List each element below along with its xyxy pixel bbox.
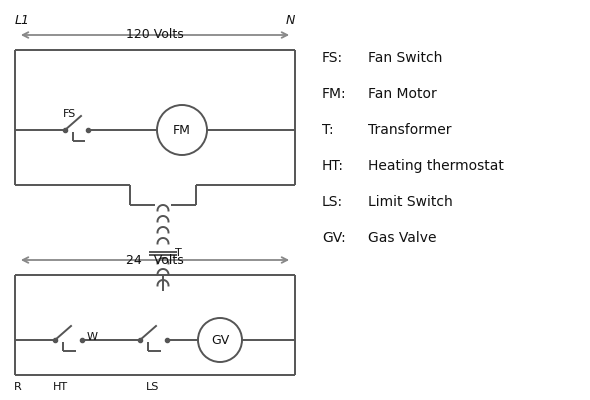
Text: W: W [87,332,98,342]
Text: 120 Volts: 120 Volts [126,28,184,42]
Text: N: N [286,14,295,26]
Text: FM: FM [173,124,191,136]
Text: Transformer: Transformer [368,123,451,137]
Text: GV:: GV: [322,231,346,245]
Text: Gas Valve: Gas Valve [368,231,437,245]
Text: Limit Switch: Limit Switch [368,195,453,209]
Text: Fan Motor: Fan Motor [368,87,437,101]
Text: R: R [14,382,22,392]
Text: 24   Volts: 24 Volts [126,254,184,266]
Text: FS:: FS: [322,51,343,65]
Text: FS: FS [63,109,76,119]
Text: T:: T: [322,123,333,137]
Text: GV: GV [211,334,229,346]
Text: LS: LS [146,382,160,392]
Text: HT: HT [53,382,68,392]
Text: Fan Switch: Fan Switch [368,51,442,65]
Text: FM:: FM: [322,87,347,101]
Text: T: T [175,248,182,258]
Text: HT:: HT: [322,159,344,173]
Text: L1: L1 [15,14,30,26]
Text: LS:: LS: [322,195,343,209]
Text: Heating thermostat: Heating thermostat [368,159,504,173]
